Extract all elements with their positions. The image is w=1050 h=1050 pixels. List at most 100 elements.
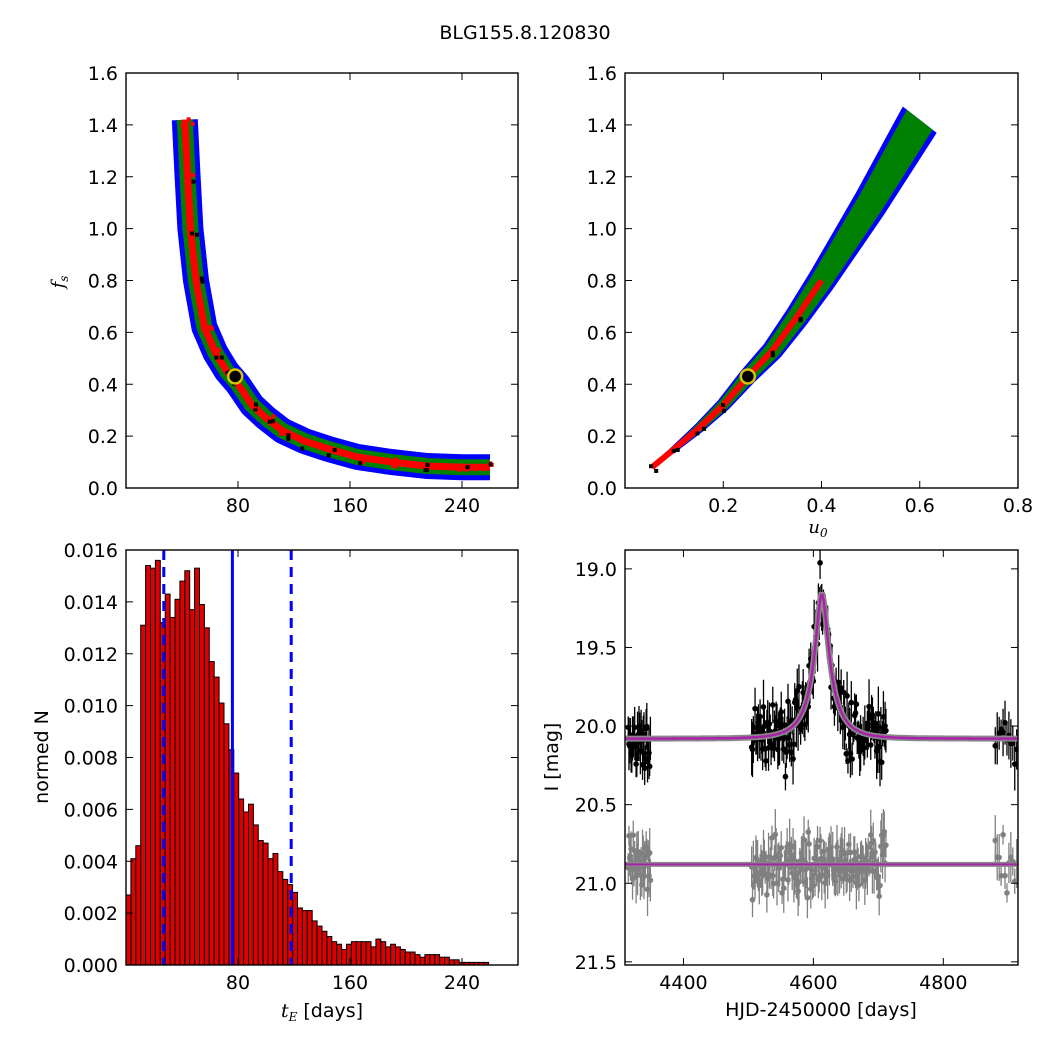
- heatmap-cell: [671, 448, 676, 453]
- heatmap-cell: [424, 468, 429, 473]
- data-point: [848, 699, 855, 706]
- histogram-bar: [483, 961, 490, 965]
- data-point: [757, 713, 763, 720]
- data-point: [778, 844, 785, 851]
- heatmap-cell: [201, 326, 206, 331]
- data-point: [763, 758, 769, 764]
- data-point: [646, 849, 653, 856]
- region-middle: [651, 109, 933, 468]
- x-tick-label: 160: [332, 972, 368, 994]
- x-tick-label: 0.2: [708, 495, 738, 517]
- histogram-bar: [208, 661, 215, 965]
- x-tick-label: 240: [444, 972, 480, 994]
- histogram-bar: [297, 907, 303, 965]
- data-point: [646, 763, 653, 770]
- y-tick-label: 19.5: [575, 637, 617, 659]
- x-axis-label-tE: tE [days]: [281, 1000, 363, 1024]
- heatmap-cell: [425, 462, 430, 467]
- histogram-bar: [233, 772, 240, 965]
- panel-tE-histogram: 80 160 240 0.000 0.002 0.004 0.006 0.008 0.010 0.…: [31, 540, 519, 1024]
- data-point: [804, 894, 811, 901]
- histogram-bar: [429, 954, 436, 965]
- data-point: [782, 773, 789, 780]
- heatmap-cell: [654, 468, 659, 473]
- x-tick-label: 160: [332, 495, 368, 517]
- heatmap-cell: [798, 318, 803, 323]
- y-tick-label: 1.4: [587, 115, 617, 137]
- heatmap-cell: [302, 440, 307, 445]
- data-point: [996, 854, 1002, 861]
- data-point: [805, 829, 812, 835]
- y-tick-label: 20.0: [575, 716, 617, 738]
- data-point: [777, 852, 784, 859]
- region-outer: [171, 119, 490, 481]
- histogram-bar: [135, 845, 142, 965]
- y-tick-label: 19.0: [575, 559, 617, 581]
- data-point: [641, 765, 648, 771]
- heatmap-cell: [193, 279, 198, 284]
- y-tick-label: 1.2: [587, 167, 617, 189]
- heatmap-fs-vs-u0: [648, 106, 937, 473]
- data-point: [752, 705, 758, 712]
- heatmap-cell: [770, 350, 775, 355]
- panel-light-curve: 4400 4600 4800 19.0 19.5 20.0 20.5 21.0 21.5 I […: [541, 549, 1019, 1021]
- histogram-bar: [370, 946, 377, 965]
- histogram-bar: [385, 946, 392, 965]
- data-point: [881, 828, 888, 835]
- model-curve: [625, 593, 1018, 740]
- histogram-bar: [243, 811, 250, 965]
- data-point: [882, 723, 888, 729]
- heatmap-cell: [326, 453, 331, 458]
- heatmap-cell: [300, 446, 305, 451]
- histogram-bar: [150, 567, 156, 965]
- heatmap-cell: [457, 467, 462, 472]
- heatmap-fs-vs-tE: [171, 117, 494, 481]
- best-fit-point: [226, 368, 244, 385]
- data-point: [769, 702, 776, 708]
- y-tick-label: 1.6: [587, 63, 617, 85]
- histogram-bar: [248, 803, 254, 965]
- heatmap-cell: [675, 447, 680, 452]
- y-tick-label: 0.0: [587, 478, 617, 500]
- y-tick-label: 0.2: [88, 426, 118, 448]
- data-point: [791, 741, 797, 748]
- x-tick-label: 4400: [659, 972, 707, 994]
- heatmap-cell: [770, 353, 775, 358]
- heatmap-cell: [465, 465, 470, 470]
- heatmap-cell: [332, 448, 337, 453]
- data-point: [817, 837, 823, 844]
- histogram-bar: [321, 930, 328, 965]
- panel-fs-vs-tE: 80 160 240 0.0 0.2 0.4 0.6 0.8 1.0 1.2 1.4 1.6 fs: [48, 63, 519, 517]
- histogram-bar: [223, 723, 230, 965]
- axes-frame-light-curve: [624, 549, 1019, 966]
- y-tick-label: 20.5: [575, 795, 617, 817]
- histogram-bar: [444, 956, 450, 965]
- data-point: [865, 844, 872, 850]
- histogram-bar: [311, 920, 318, 965]
- heatmap-cell: [323, 446, 328, 451]
- histogram-bar: [194, 567, 201, 965]
- heatmap-cell: [187, 227, 192, 232]
- credible-interval-lines: [162, 550, 293, 965]
- histogram-bar: [252, 824, 259, 965]
- histogram-bar: [409, 951, 416, 965]
- y-tick-label: 0.6: [587, 322, 617, 344]
- heatmap-cell: [190, 231, 195, 236]
- heatmap-cell: [199, 276, 204, 281]
- panel-fs-vs-u0: 0.2 0.4 0.6 0.80.00.20.40.60.81.01.21.41.6 …: [587, 63, 1033, 540]
- y-tick-label: 0.8: [587, 271, 617, 293]
- y-axis-label-mag: I [mag]: [541, 723, 563, 792]
- histogram-bar: [184, 570, 191, 965]
- heatmap-cell: [695, 431, 700, 436]
- data-point: [856, 882, 862, 888]
- data-point: [817, 560, 823, 566]
- data-point: [769, 835, 775, 841]
- data-point: [853, 701, 860, 708]
- y-tick-label: 0.000: [64, 955, 118, 977]
- data-point: [834, 844, 840, 850]
- data-point: [883, 727, 889, 734]
- histogram-bar: [380, 941, 387, 965]
- heatmap-cell: [358, 461, 363, 466]
- x-axis-label-u0: u0: [808, 517, 828, 540]
- histogram-bar: [350, 941, 357, 965]
